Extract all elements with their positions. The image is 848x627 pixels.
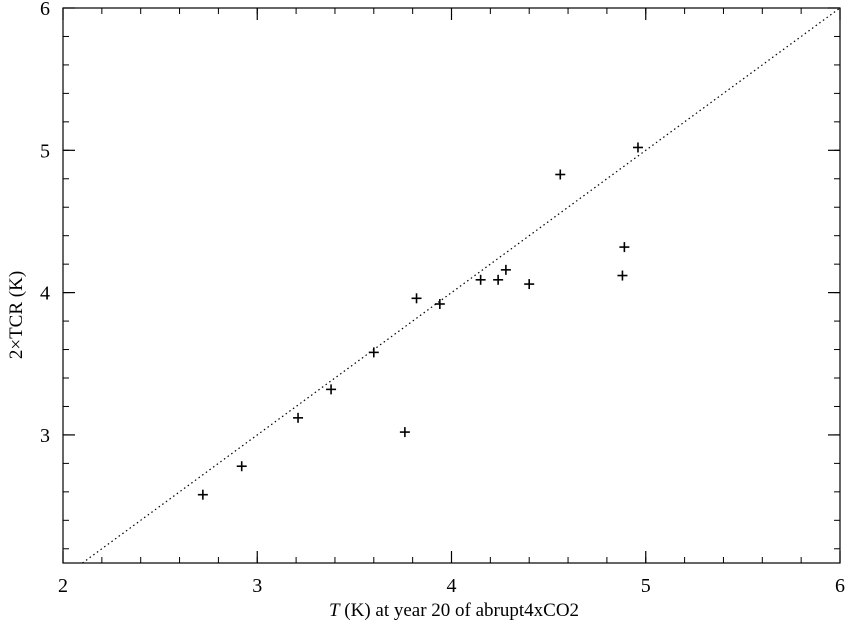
data-point bbox=[236, 461, 247, 472]
x-axis-label: T (K) at year 20 of abrupt4xCO2 bbox=[329, 600, 579, 621]
x-tick-label: 5 bbox=[641, 575, 651, 597]
x-tick-label: 4 bbox=[447, 575, 457, 597]
plot-frame bbox=[62, 7, 841, 564]
y-tick-label: 4 bbox=[40, 283, 50, 305]
data-point bbox=[399, 427, 410, 438]
data-point bbox=[632, 142, 643, 153]
data-point bbox=[475, 274, 486, 285]
y-axis-label: 2×TCR (K) bbox=[6, 271, 27, 359]
data-point bbox=[411, 293, 422, 304]
data-point bbox=[619, 242, 630, 253]
x-tick-label: 3 bbox=[252, 575, 262, 597]
data-point bbox=[555, 169, 566, 180]
y-tick-label: 5 bbox=[40, 140, 50, 162]
reference-line bbox=[82, 7, 841, 564]
data-point bbox=[500, 264, 511, 275]
data-point bbox=[368, 347, 379, 358]
data-point bbox=[493, 274, 504, 285]
data-point bbox=[434, 299, 445, 309]
data-point bbox=[197, 489, 208, 500]
y-tick-label: 3 bbox=[40, 425, 50, 447]
data-point bbox=[293, 412, 304, 423]
data-point bbox=[524, 279, 535, 290]
data-point bbox=[326, 384, 337, 395]
data-point bbox=[617, 270, 628, 281]
y-tick-label: 6 bbox=[40, 0, 50, 20]
x-tick-label: 6 bbox=[835, 575, 845, 597]
x-tick-label: 2 bbox=[58, 575, 68, 597]
